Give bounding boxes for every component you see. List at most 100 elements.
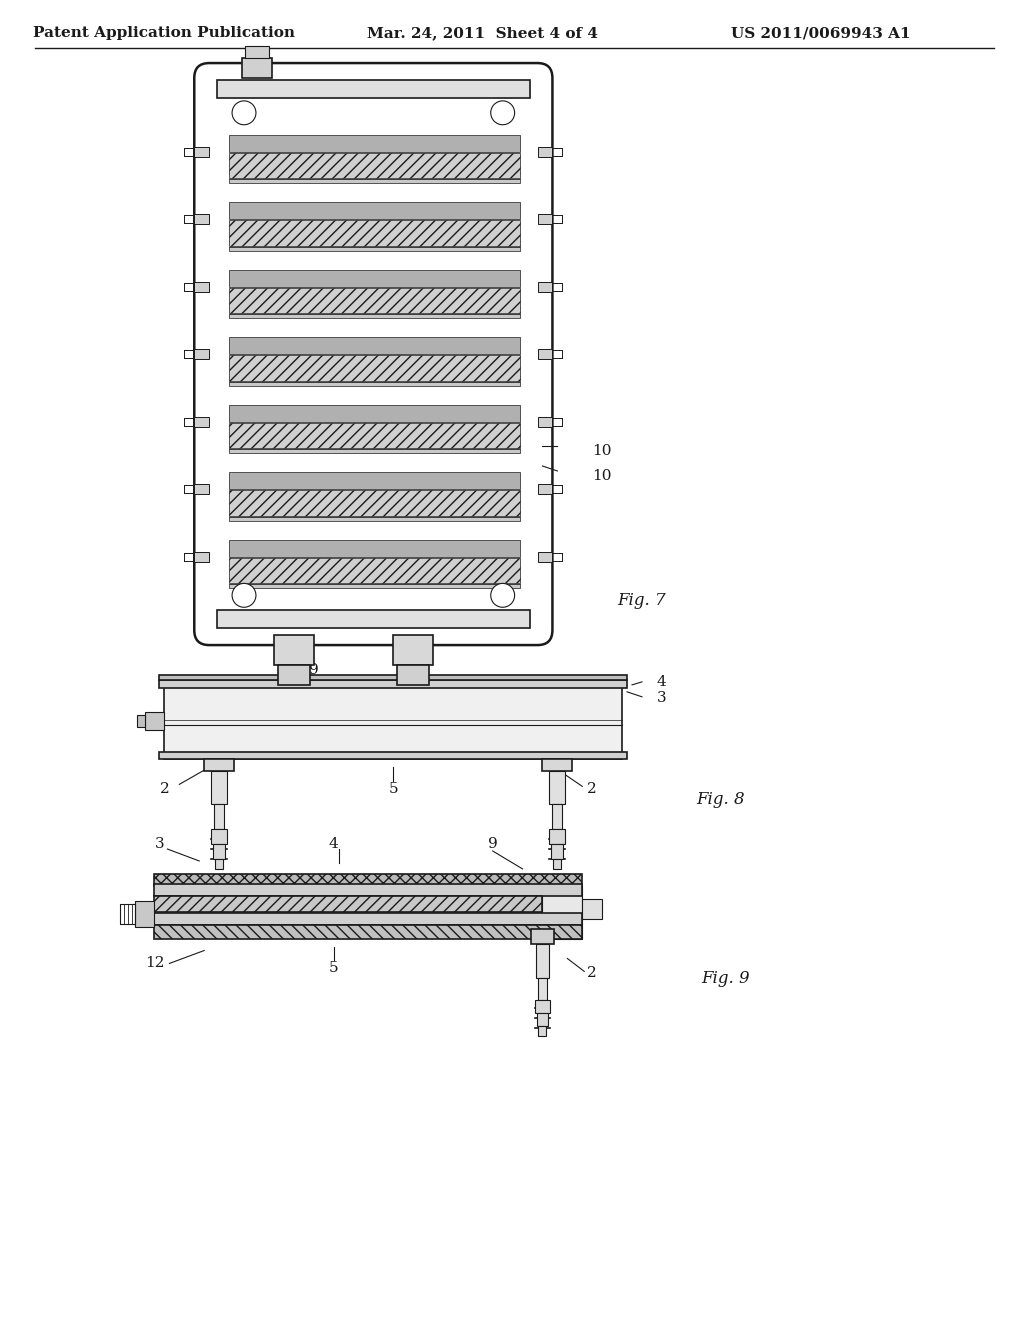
Bar: [229, 422, 519, 449]
Bar: [229, 314, 519, 318]
Bar: [229, 449, 519, 453]
Bar: [217, 610, 529, 628]
Text: Mar. 24, 2011  Sheet 4 of 4: Mar. 24, 2011 Sheet 4 of 4: [368, 26, 598, 40]
Text: 3: 3: [155, 837, 164, 851]
Bar: [229, 153, 519, 178]
Bar: [229, 381, 519, 385]
Bar: [160, 675, 627, 680]
Bar: [134, 900, 155, 927]
Bar: [245, 46, 269, 58]
Bar: [160, 751, 627, 759]
Bar: [229, 490, 519, 516]
Text: 9: 9: [309, 663, 318, 677]
Bar: [229, 585, 519, 589]
Bar: [397, 665, 429, 685]
Bar: [155, 874, 583, 886]
Text: 2: 2: [588, 966, 597, 981]
Circle shape: [490, 583, 515, 607]
Bar: [136, 714, 144, 726]
Bar: [229, 558, 519, 583]
Bar: [538, 552, 552, 561]
Bar: [165, 680, 622, 759]
Circle shape: [232, 100, 256, 125]
Bar: [229, 202, 519, 219]
Bar: [195, 552, 209, 561]
Text: Fig. 9: Fig. 9: [701, 970, 751, 987]
Bar: [530, 928, 554, 944]
Text: US 2011/0069943 A1: US 2011/0069943 A1: [731, 26, 911, 40]
Text: Fig. 8: Fig. 8: [696, 791, 745, 808]
Bar: [211, 829, 227, 843]
Bar: [195, 214, 209, 224]
Bar: [242, 58, 271, 78]
Bar: [550, 771, 565, 804]
Text: Fig. 7: Fig. 7: [617, 591, 666, 609]
Bar: [553, 859, 561, 869]
Text: 4: 4: [657, 675, 667, 689]
Text: 9: 9: [414, 663, 423, 677]
Bar: [155, 896, 543, 912]
Bar: [538, 348, 552, 359]
Bar: [229, 180, 519, 183]
Bar: [583, 899, 602, 919]
Bar: [393, 635, 433, 665]
Bar: [538, 978, 548, 1001]
Bar: [535, 1001, 551, 1014]
Text: 12: 12: [144, 957, 164, 970]
Bar: [538, 281, 552, 292]
Bar: [536, 944, 550, 978]
Bar: [229, 338, 519, 354]
Text: 10: 10: [592, 444, 611, 458]
Bar: [229, 540, 519, 557]
Bar: [538, 214, 552, 224]
Bar: [213, 843, 225, 859]
Bar: [195, 281, 209, 292]
Circle shape: [490, 100, 515, 125]
Bar: [155, 884, 583, 896]
Bar: [229, 473, 519, 490]
Bar: [229, 220, 519, 246]
Bar: [195, 147, 209, 157]
Text: Patent Application Publication: Patent Application Publication: [34, 26, 295, 40]
Bar: [543, 759, 572, 771]
Bar: [538, 417, 552, 426]
Bar: [550, 829, 565, 843]
Bar: [552, 804, 562, 829]
Bar: [217, 81, 529, 98]
Bar: [538, 147, 552, 157]
Text: 4: 4: [329, 837, 338, 851]
Bar: [538, 484, 552, 494]
Bar: [539, 1026, 547, 1036]
Bar: [229, 405, 519, 421]
Bar: [195, 348, 209, 359]
Bar: [552, 843, 563, 859]
Bar: [229, 288, 519, 313]
FancyBboxPatch shape: [195, 63, 552, 645]
Bar: [195, 484, 209, 494]
Text: 9: 9: [487, 837, 498, 851]
Bar: [229, 269, 519, 286]
Bar: [120, 904, 134, 924]
Text: 2: 2: [588, 783, 597, 796]
Bar: [229, 517, 519, 521]
Circle shape: [232, 583, 256, 607]
Bar: [155, 912, 583, 924]
Bar: [537, 1014, 549, 1026]
Bar: [211, 771, 227, 804]
Bar: [195, 417, 209, 426]
Text: 2: 2: [160, 783, 169, 796]
Bar: [229, 135, 519, 152]
Bar: [273, 635, 313, 665]
Bar: [278, 665, 309, 685]
Text: 5: 5: [329, 961, 338, 975]
Bar: [229, 355, 519, 381]
Text: 3: 3: [657, 690, 667, 705]
Bar: [155, 924, 583, 939]
Bar: [204, 759, 234, 771]
Bar: [229, 247, 519, 251]
Text: 10: 10: [592, 469, 611, 483]
Bar: [214, 804, 224, 829]
Bar: [543, 886, 583, 939]
Bar: [215, 859, 223, 869]
Text: 5: 5: [388, 783, 398, 796]
